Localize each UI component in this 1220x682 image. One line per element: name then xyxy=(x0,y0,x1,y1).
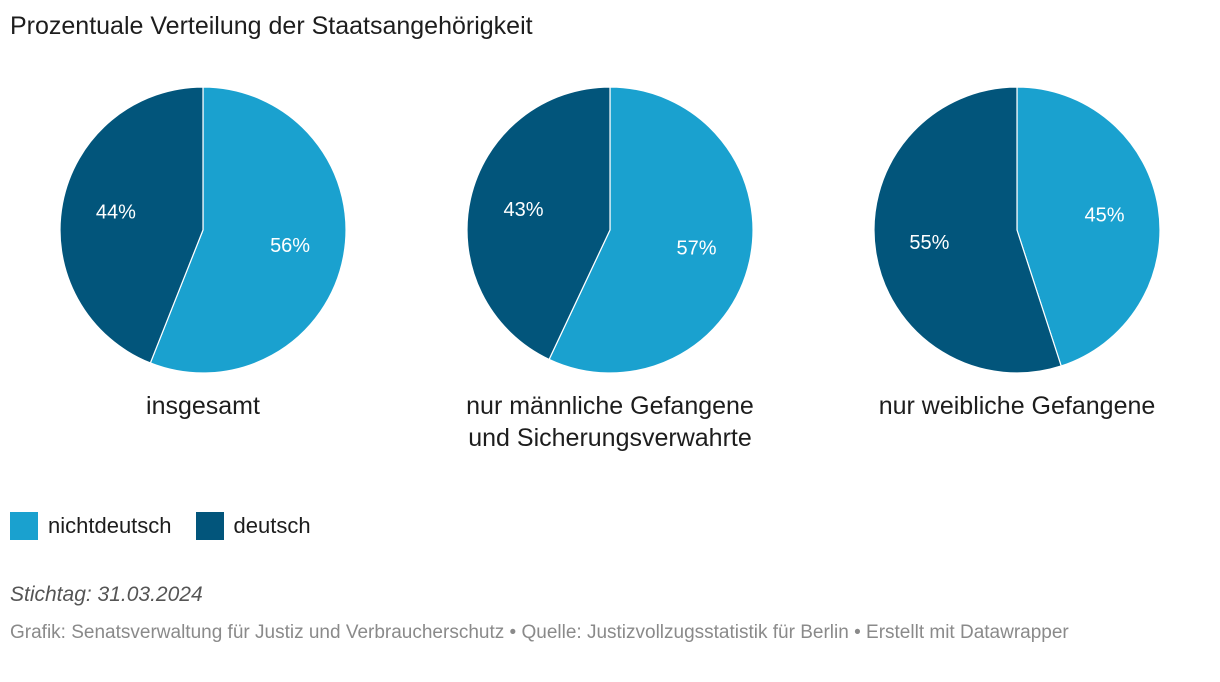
slice-value-label-nichtdeutsch: 57% xyxy=(677,238,717,260)
charts-area: 56% 44% insgesamt 57% 43% nur männliche Ge… xyxy=(0,70,1220,470)
pie-slice-deutsch xyxy=(873,86,1062,374)
footer-separator: • xyxy=(504,622,522,643)
pie-chart-insgesamt: 56% 44% xyxy=(59,86,347,374)
legend-label-nichtdeutsch: nichtdeutsch xyxy=(48,513,172,538)
chart-title: Prozentuale Verteilung der Staatsangehör… xyxy=(10,12,533,40)
slice-value-label-deutsch: 55% xyxy=(909,232,949,254)
pie-slice-nichtdeutsch xyxy=(149,86,347,374)
legend-item-deutsch: deutsch xyxy=(195,512,311,540)
legend-swatch-deutsch xyxy=(195,512,224,540)
pie-chart-maennlich: 57% 43% xyxy=(466,86,754,374)
pie-chart-weiblich: 45% 55% xyxy=(873,86,1161,374)
legend: nichtdeutsch deutsch xyxy=(10,512,335,540)
pie-label-insgesamt: insgesamt xyxy=(146,392,260,420)
pie-slice-deutsch xyxy=(466,86,611,361)
pie-label-weiblich: nur weibliche Gefangene xyxy=(878,392,1156,420)
footer-credits: Grafik: Senatsverwaltung für Justiz und … xyxy=(10,620,1150,645)
stichtag-note: Stichtag: 31.03.2024 xyxy=(10,583,203,606)
slice-value-label-nichtdeutsch: 56% xyxy=(270,235,310,257)
footer-quelle: Quelle: Justizvollzugsstatistik für Berl… xyxy=(521,622,849,643)
legend-item-nichtdeutsch: nichtdeutsch xyxy=(10,512,172,540)
pie-label-maennlich: nur männliche Gefangene und Sicherungsve… xyxy=(466,392,754,452)
footer-separator: • xyxy=(848,622,867,643)
slice-value-label-deutsch: 44% xyxy=(96,202,136,224)
pie-slice-nichtdeutsch xyxy=(1016,86,1161,367)
legend-swatch-nichtdeutsch xyxy=(10,512,38,540)
slice-value-label-nichtdeutsch: 45% xyxy=(1085,204,1125,226)
slice-value-label-deutsch: 43% xyxy=(503,199,543,221)
pie-slice-nichtdeutsch xyxy=(548,86,754,374)
footer-grafik: Grafik: Senatsverwaltung für Justiz und … xyxy=(10,622,505,643)
legend-label-deutsch: deutsch xyxy=(233,513,311,538)
pie-slice-deutsch xyxy=(59,86,204,364)
footer-erstellt: Erstellt mit Datawrapper xyxy=(866,622,1069,643)
